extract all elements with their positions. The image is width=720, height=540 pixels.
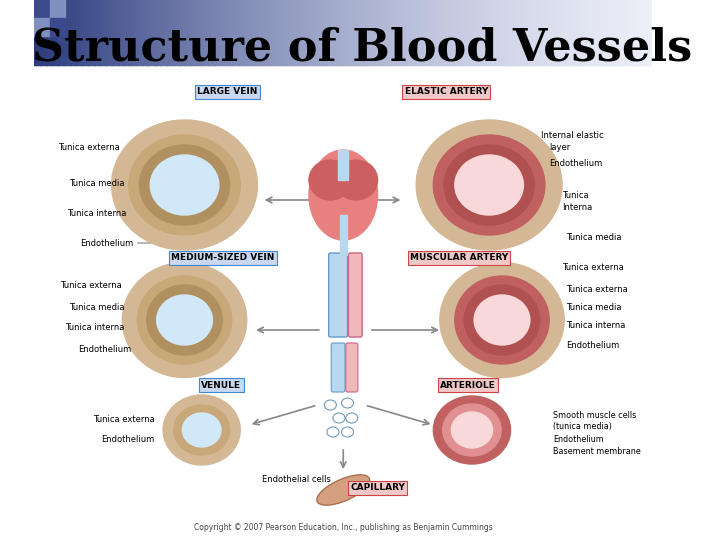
Ellipse shape	[309, 160, 352, 200]
Text: Endothelium: Endothelium	[554, 435, 604, 443]
Ellipse shape	[451, 412, 492, 448]
Ellipse shape	[112, 120, 258, 250]
Text: Copyright © 2007 Pearson Education, Inc., publishing as Benjamin Cummings: Copyright © 2007 Pearson Education, Inc.…	[194, 523, 492, 532]
Text: Smooth muscle cells: Smooth muscle cells	[554, 410, 636, 420]
Text: (tunica media): (tunica media)	[554, 422, 612, 431]
Text: Tunica: Tunica	[562, 191, 589, 199]
Text: VENULE: VENULE	[202, 381, 241, 389]
Text: Tunica media: Tunica media	[567, 233, 622, 242]
Text: layer: layer	[549, 144, 570, 152]
Ellipse shape	[440, 262, 564, 377]
Text: Structure of Blood Vessels: Structure of Blood Vessels	[32, 26, 692, 70]
Ellipse shape	[129, 135, 240, 235]
Ellipse shape	[140, 145, 230, 225]
Ellipse shape	[416, 120, 562, 250]
FancyBboxPatch shape	[331, 343, 345, 392]
Ellipse shape	[335, 160, 377, 200]
Ellipse shape	[444, 145, 534, 225]
Bar	[340, 215, 347, 255]
Text: Tunica interna: Tunica interna	[65, 323, 125, 333]
Text: LARGE VEIN: LARGE VEIN	[197, 87, 258, 97]
Ellipse shape	[163, 395, 240, 465]
Text: Endothelium: Endothelium	[567, 341, 620, 350]
Text: Tunica externa: Tunica externa	[60, 280, 122, 289]
Text: Internal elastic: Internal elastic	[541, 131, 603, 139]
Ellipse shape	[150, 155, 219, 215]
Text: Endothelium: Endothelium	[80, 239, 133, 247]
Ellipse shape	[317, 475, 369, 505]
Bar	[50, 0, 66, 18]
Text: MEDIUM-SIZED VEIN: MEDIUM-SIZED VEIN	[171, 253, 275, 262]
Text: Tunica externa: Tunica externa	[567, 286, 628, 294]
Text: CAPILLARY: CAPILLARY	[350, 483, 405, 492]
Bar	[50, 18, 66, 36]
Ellipse shape	[138, 276, 232, 364]
Ellipse shape	[309, 150, 377, 240]
Text: Basement membrane: Basement membrane	[554, 447, 642, 456]
Ellipse shape	[157, 295, 212, 345]
FancyBboxPatch shape	[348, 253, 362, 337]
Text: MUSCULAR ARTERY: MUSCULAR ARTERY	[410, 253, 508, 262]
Ellipse shape	[174, 405, 230, 455]
Bar	[35, 0, 50, 18]
Text: Tunica interna: Tunica interna	[567, 321, 626, 330]
Text: ARTERIOLE: ARTERIOLE	[440, 381, 495, 389]
Ellipse shape	[147, 285, 222, 355]
Text: Interna: Interna	[562, 202, 593, 212]
Text: Endothelium: Endothelium	[549, 159, 603, 167]
Ellipse shape	[455, 276, 549, 364]
Text: ELASTIC ARTERY: ELASTIC ARTERY	[405, 87, 488, 97]
Text: Tunica externa: Tunica externa	[58, 144, 120, 152]
Text: Endothelial cells: Endothelial cells	[261, 476, 330, 484]
Ellipse shape	[455, 155, 523, 215]
Text: Endothelium: Endothelium	[102, 435, 155, 444]
Ellipse shape	[464, 285, 540, 355]
Text: Tunica interna: Tunica interna	[67, 208, 126, 218]
Text: Tunica externa: Tunica externa	[562, 264, 624, 273]
Text: Tunica media: Tunica media	[567, 303, 622, 313]
Ellipse shape	[433, 396, 510, 464]
Ellipse shape	[182, 413, 221, 447]
FancyBboxPatch shape	[328, 253, 348, 337]
Text: Tunica media: Tunica media	[69, 303, 125, 313]
Text: Endothelium: Endothelium	[78, 346, 131, 354]
Text: Tunica media: Tunica media	[69, 179, 125, 187]
Ellipse shape	[443, 404, 501, 456]
Bar	[35, 18, 50, 36]
Ellipse shape	[122, 262, 247, 377]
FancyBboxPatch shape	[346, 343, 358, 392]
Ellipse shape	[433, 135, 545, 235]
Text: Tunica externa: Tunica externa	[93, 415, 155, 424]
Ellipse shape	[474, 295, 530, 345]
Bar	[338, 150, 348, 180]
